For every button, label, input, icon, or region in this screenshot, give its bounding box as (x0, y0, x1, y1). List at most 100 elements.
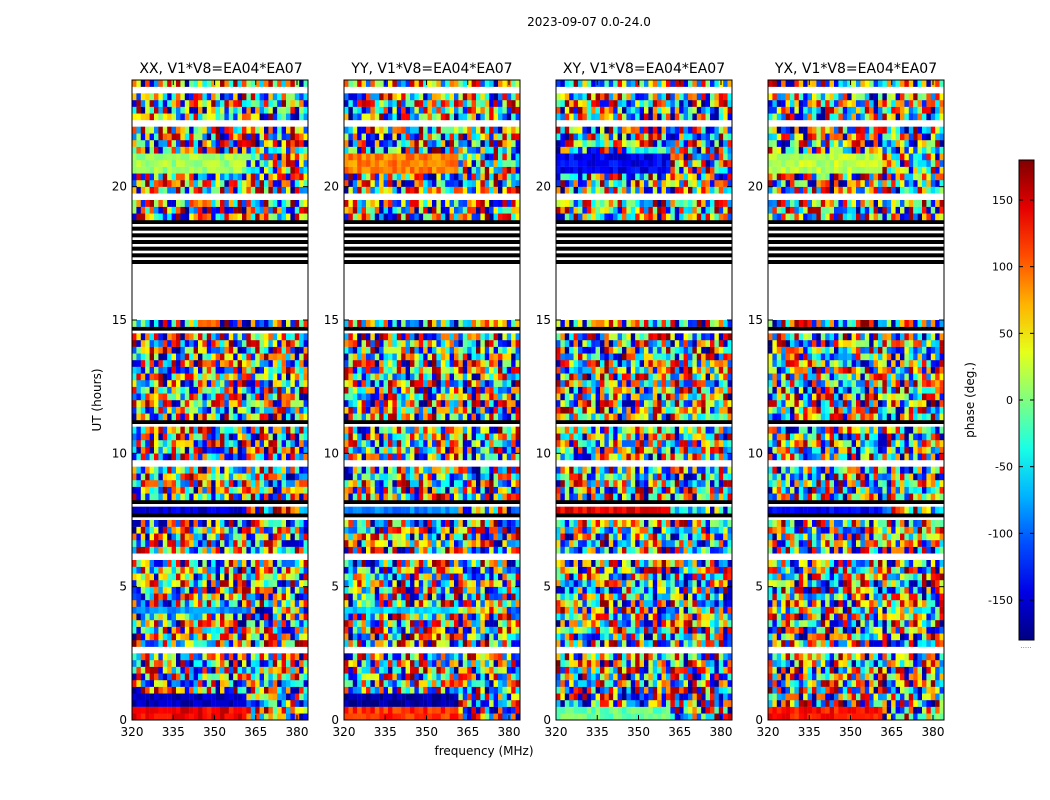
phase-cell-xx (224, 166, 229, 174)
phase-cell-xx (233, 493, 238, 501)
phase-cell-xx (268, 206, 273, 214)
phase-cell-xx (171, 473, 177, 481)
phase-cell-yy (396, 626, 402, 634)
phase-cell-xx (259, 640, 265, 647)
phase-cell-yy (511, 633, 516, 641)
phase-cell-xx (277, 206, 282, 214)
phase-cell-xx (154, 526, 159, 534)
phase-cell-yy (379, 366, 384, 374)
phase-cell-xx (162, 446, 168, 454)
phase-cell-yy (449, 620, 455, 627)
phase-cell-xx (286, 573, 291, 581)
phase-cell-xx (184, 166, 190, 174)
phase-cell-yy (410, 453, 415, 461)
phase-cell-xx (259, 213, 265, 221)
phase-cell-yy (449, 506, 455, 514)
phase-cell-yy (480, 466, 485, 474)
phase-cell-xx (290, 160, 295, 167)
phase-cell-xx (145, 173, 150, 181)
phase-cell-xx (189, 526, 194, 534)
phase-cell-yy (493, 686, 499, 694)
phase-cell-yy (366, 506, 371, 514)
phase-cell-xx (294, 533, 300, 541)
phase-cell-xx (281, 506, 287, 514)
phase-cell-xx (140, 693, 146, 701)
phase-cell-yy (467, 400, 472, 407)
phase-cell-xx (255, 93, 260, 101)
phase-cell-yy (498, 426, 503, 434)
phase-cell-yy (440, 600, 446, 607)
phase-cell-xx (132, 446, 137, 454)
phase-cell-yy (374, 480, 380, 487)
phase-cell-xx (145, 526, 150, 534)
phase-cell-xx (255, 560, 260, 567)
phase-cell-xx (184, 686, 190, 694)
phase-cell-yy (498, 520, 503, 527)
phase-cell-xx (268, 466, 273, 474)
phase-cell-xx (264, 446, 269, 454)
phase-cell-xx (286, 100, 291, 107)
phase-cell-xx (176, 113, 181, 121)
phase-cell-xx (171, 586, 177, 594)
phase-cell-xx (228, 446, 234, 454)
phase-cell-xx (149, 393, 155, 401)
phase-cell-yy (432, 520, 437, 527)
phase-cell-xx (176, 133, 181, 141)
phase-cell-xx (158, 593, 163, 601)
phase-cell-yy (388, 540, 393, 547)
phase-cell-xx (224, 446, 229, 454)
phase-cell-yy (480, 533, 485, 541)
phase-cell-yy (366, 533, 371, 541)
phase-cell-yy (432, 346, 437, 354)
phase-cell-yy (370, 626, 375, 634)
phase-cell-xx (281, 106, 287, 114)
phase-cell-yy (480, 413, 485, 421)
phase-cell-yy (374, 486, 380, 494)
phase-cell-yy (432, 540, 437, 547)
phase-cell-xx (224, 546, 229, 554)
phase-cell-xx (171, 186, 177, 194)
phase-cell-xx (250, 526, 256, 534)
phase-cell-xx (132, 586, 137, 594)
phase-cell-yy (361, 493, 367, 501)
phase-cell-xx (145, 180, 150, 187)
phase-cell-yy (410, 680, 415, 687)
phase-cell-xx (140, 126, 146, 134)
phase-cell-xx (281, 360, 287, 367)
phase-cell-xx (171, 613, 177, 621)
phase-cell-xx (189, 446, 194, 454)
phase-cell-xx (206, 700, 212, 707)
phase-cell-xx (193, 660, 199, 667)
phase-cell-xx (277, 360, 282, 367)
phase-cell-yy (357, 693, 362, 701)
phase-cell-yy (357, 346, 362, 354)
phase-cell-yy (410, 346, 415, 354)
phase-cell-xx (264, 340, 269, 347)
phase-cell-yy (392, 473, 397, 481)
phase-cell-xx (255, 413, 260, 421)
phase-cell-yy (410, 440, 415, 447)
phase-cell-xx (162, 400, 168, 407)
phase-cell-yy (423, 526, 428, 534)
phase-cell-yy (423, 566, 428, 574)
phase-cell-xx (198, 340, 203, 347)
phase-cell-xx (180, 580, 185, 587)
phase-cell-yy (454, 566, 459, 574)
phase-cell-xx (224, 453, 229, 461)
phase-cell-xx (303, 133, 309, 141)
phase-cell-xx (140, 473, 146, 481)
phase-cell-yy (480, 620, 485, 627)
phase-cell-yy (489, 566, 494, 574)
phase-cell-xx (171, 713, 177, 721)
phase-cell-xx (268, 180, 273, 187)
phase-cell-xx (206, 353, 212, 361)
phase-cell-xx (290, 320, 295, 327)
phase-cell-yy (480, 613, 485, 621)
phase-cell-xx (202, 373, 207, 381)
phase-cell-xx (140, 660, 146, 667)
phase-cell-yy (493, 706, 499, 714)
phase-cell-yy (449, 373, 455, 381)
phase-cell-yy (374, 560, 380, 567)
phase-cell-xx (264, 206, 269, 214)
phase-cell-xx (140, 706, 146, 714)
